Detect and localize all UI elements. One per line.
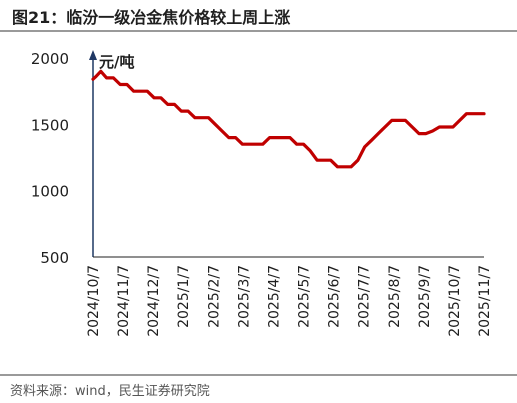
x-tick-label: 2024/12/7 bbox=[146, 265, 162, 337]
data-point bbox=[370, 139, 373, 142]
y-axis-arrow-icon bbox=[89, 50, 97, 60]
data-point bbox=[275, 136, 278, 139]
data-point bbox=[309, 149, 312, 153]
data-point bbox=[112, 76, 115, 80]
x-tick-label: 2024/11/7 bbox=[116, 265, 132, 337]
data-point bbox=[146, 90, 149, 93]
data-point bbox=[152, 96, 156, 100]
x-tick-label: 2025/5/7 bbox=[297, 265, 313, 328]
data-point bbox=[397, 119, 400, 122]
x-tick-label: 2025/11/7 bbox=[477, 265, 493, 337]
footer-divider bbox=[0, 374, 517, 376]
data-point bbox=[173, 103, 176, 106]
data-point bbox=[445, 125, 448, 129]
data-point bbox=[472, 112, 475, 115]
data-point bbox=[166, 103, 169, 106]
x-tick-label: 2025/6/7 bbox=[327, 265, 343, 328]
data-point bbox=[227, 136, 230, 139]
x-tick-label: 2025/10/7 bbox=[447, 265, 463, 337]
data-point bbox=[349, 165, 353, 168]
x-tick-label: 2025/4/7 bbox=[266, 265, 282, 328]
data-point bbox=[302, 143, 305, 146]
y-tick-label: 1000 bbox=[31, 183, 69, 201]
data-point bbox=[241, 143, 244, 146]
data-point bbox=[465, 112, 468, 115]
y-tick-label: 2000 bbox=[31, 50, 69, 68]
y-tick-label: 1500 bbox=[31, 116, 69, 134]
data-point bbox=[248, 143, 251, 146]
data-point bbox=[105, 76, 108, 80]
data-point bbox=[377, 132, 380, 135]
data-point bbox=[478, 112, 482, 115]
data-point bbox=[234, 136, 237, 139]
y-axis-ticks: 500 1000 1500 2000 bbox=[31, 50, 69, 267]
data-point bbox=[261, 143, 264, 146]
data-point bbox=[438, 125, 441, 129]
data-point bbox=[186, 109, 190, 113]
data-point bbox=[159, 96, 163, 100]
data-point bbox=[288, 136, 292, 139]
data-point bbox=[424, 132, 427, 135]
data-point bbox=[431, 129, 434, 133]
data-point bbox=[220, 129, 224, 133]
figure-title: 图21：临汾一级冶金焦价格较上周上涨 bbox=[12, 8, 291, 27]
y-axis-label: 元/吨 bbox=[99, 53, 134, 71]
x-axis-ticks: 2024/10/7 2024/11/7 2024/12/7 2025/1/7 2025/… bbox=[86, 265, 493, 337]
data-point bbox=[132, 90, 135, 93]
data-point bbox=[336, 165, 339, 168]
data-point bbox=[315, 159, 319, 162]
data-point bbox=[193, 116, 197, 119]
data-point bbox=[295, 143, 298, 146]
title-divider bbox=[0, 30, 517, 32]
data-point bbox=[207, 116, 210, 119]
series-points bbox=[91, 70, 486, 168]
data-point bbox=[343, 165, 346, 168]
data-point bbox=[356, 159, 360, 162]
data-point bbox=[214, 123, 217, 126]
x-tick-label: 2025/9/7 bbox=[417, 265, 433, 328]
data-point bbox=[180, 109, 183, 113]
x-tick-label: 2025/7/7 bbox=[357, 265, 373, 328]
data-point bbox=[139, 90, 142, 93]
data-point bbox=[94, 75, 98, 78]
x-tick-label: 2025/1/7 bbox=[176, 265, 192, 328]
data-point bbox=[282, 136, 285, 139]
data-point bbox=[322, 159, 326, 162]
data-point bbox=[417, 132, 421, 135]
data-point bbox=[119, 83, 122, 86]
data-point bbox=[390, 119, 393, 122]
y-tick-label: 500 bbox=[40, 249, 69, 267]
data-point bbox=[363, 145, 366, 149]
data-point bbox=[254, 143, 258, 146]
x-tick-label: 2025/8/7 bbox=[387, 265, 403, 328]
x-tick-label: 2025/2/7 bbox=[206, 265, 222, 328]
data-point bbox=[329, 159, 332, 162]
x-tick-label: 2025/3/7 bbox=[236, 265, 252, 328]
x-tick-label: 2024/10/7 bbox=[86, 265, 102, 337]
data-point bbox=[99, 70, 103, 73]
data-point bbox=[91, 78, 95, 81]
data-point bbox=[125, 83, 129, 86]
data-point bbox=[404, 119, 407, 122]
data-point bbox=[200, 116, 203, 119]
data-point bbox=[451, 125, 455, 129]
data-point bbox=[268, 136, 271, 139]
data-point bbox=[482, 112, 486, 115]
series-line bbox=[91, 69, 486, 169]
data-point bbox=[383, 125, 387, 129]
data-point bbox=[458, 119, 461, 122]
source-note: 资料来源：wind，民生证券研究院 bbox=[10, 384, 210, 399]
data-point bbox=[411, 125, 414, 129]
